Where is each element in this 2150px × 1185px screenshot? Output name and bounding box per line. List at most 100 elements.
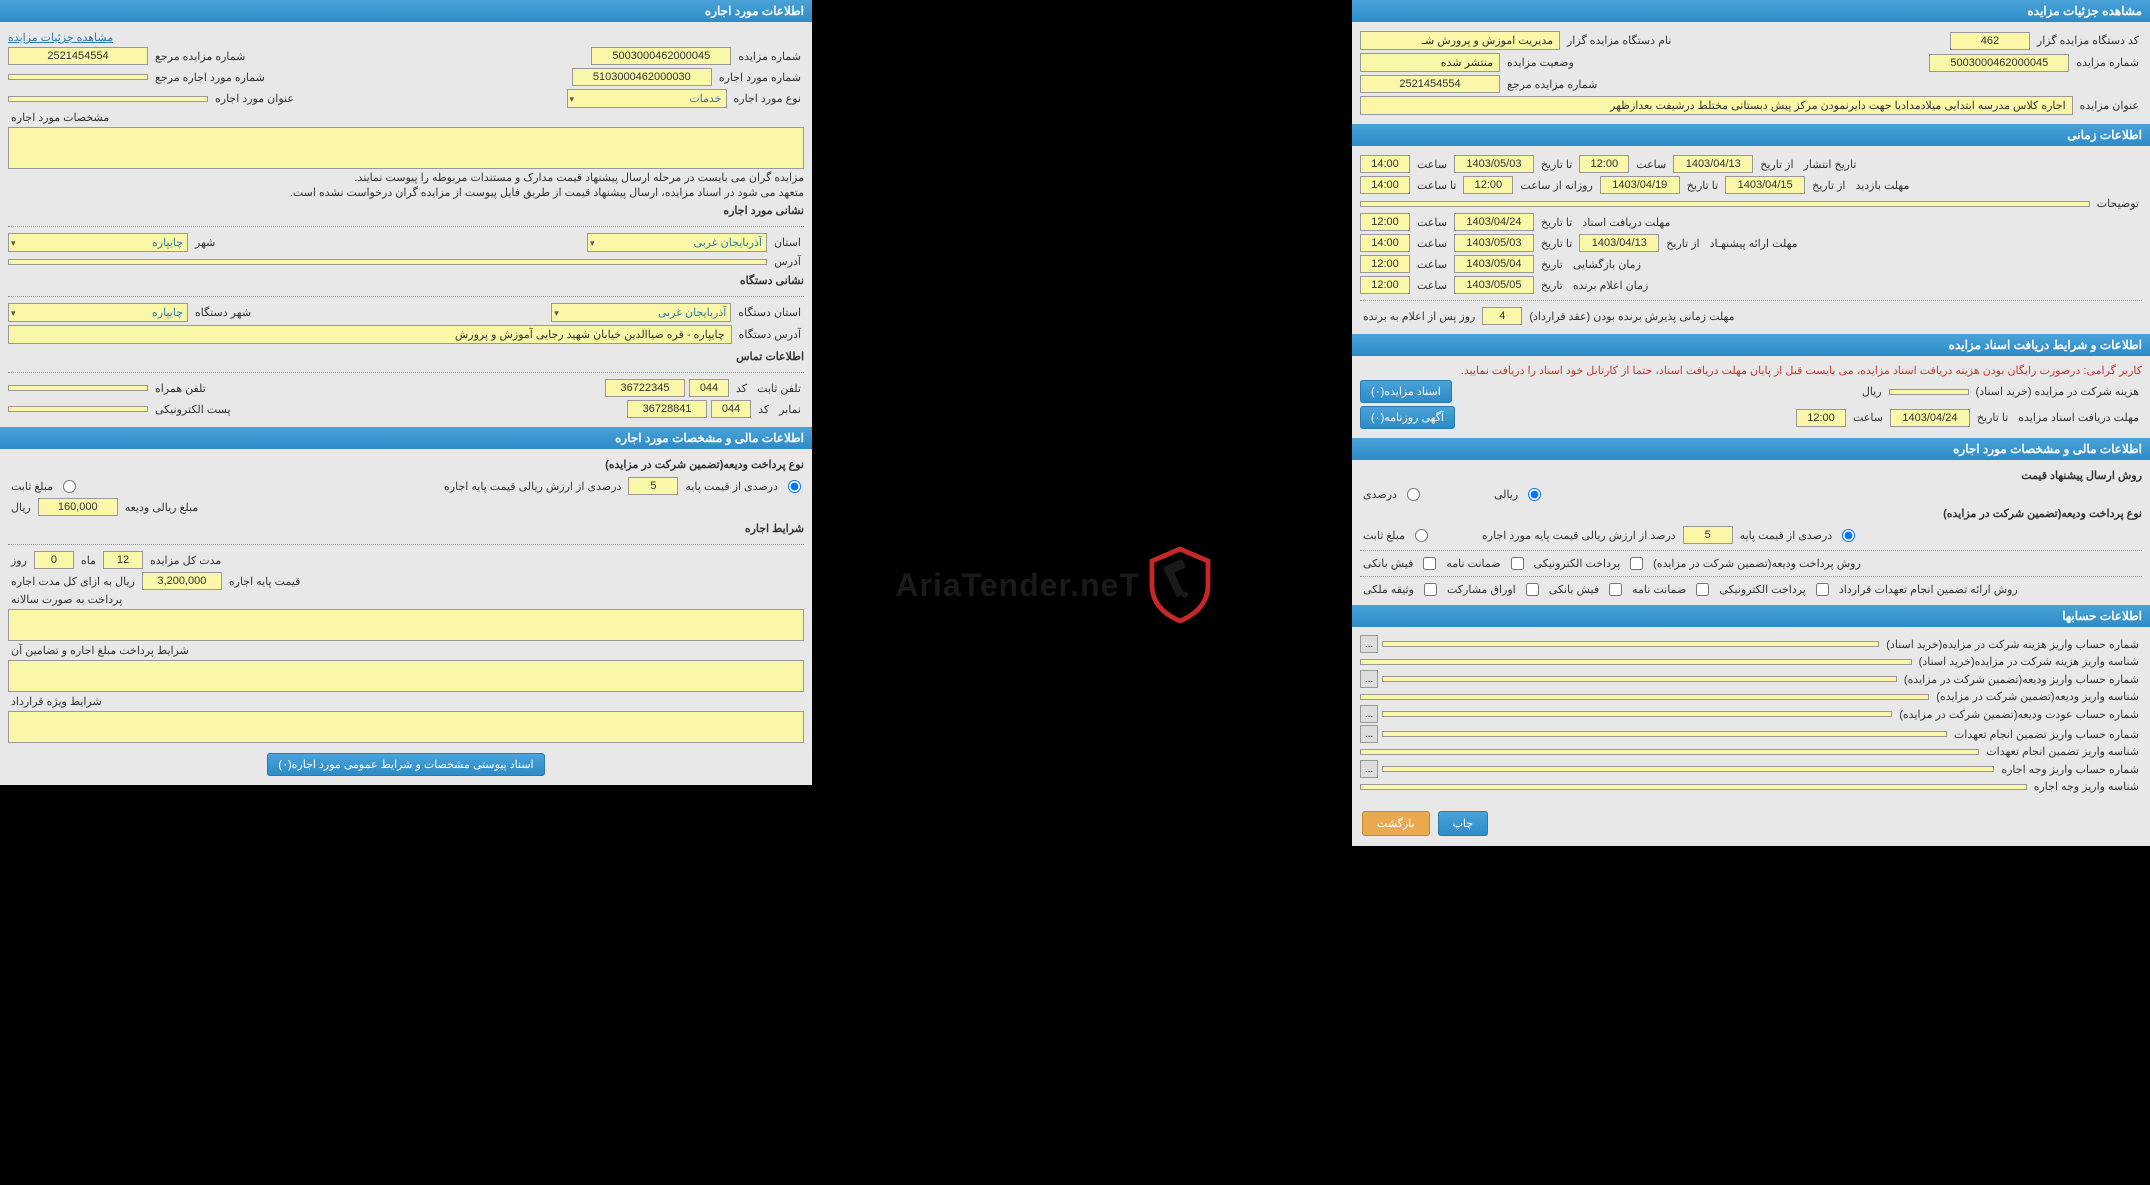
elec-checkbox[interactable] xyxy=(1630,557,1643,570)
r-ref-no-label: شماره مزایده مرجع xyxy=(1504,78,1600,91)
pct-radio[interactable] xyxy=(1407,488,1420,501)
accept-note: روز پس از اعلام به برنده xyxy=(1360,310,1478,323)
fax-value: 36728841 xyxy=(627,400,707,418)
code-label: کد xyxy=(733,382,750,395)
left-panel: اطلاعات مورد اجاره مشاهده جزئیات مزایده … xyxy=(0,0,812,785)
pct-opt-label: درصدی xyxy=(1360,488,1400,501)
divider xyxy=(1360,576,2142,577)
property-label: وثیقه ملکی xyxy=(1360,583,1417,596)
time-label: ساعت xyxy=(1414,216,1450,229)
dev-city-dropdown[interactable]: چایپاره▾ xyxy=(8,303,188,322)
newspaper-ad-button[interactable]: آگهی روزنامه(۰) xyxy=(1360,406,1455,429)
acc8-btn[interactable]: ... xyxy=(1360,760,1378,778)
notes-value xyxy=(1360,201,2090,207)
address-value xyxy=(8,259,767,265)
divider xyxy=(1360,550,2142,551)
annual-textarea[interactable] xyxy=(8,609,804,641)
deposit-method-label: روش پرداخت ودیعه(تضمین شرکت در مزایده) xyxy=(1650,557,1864,570)
acc7-label: شناسه واریز تضمین انجام تعهدات xyxy=(1983,745,2142,758)
lease-type-value: خدمات xyxy=(689,93,721,105)
guarantee-checkbox-2[interactable] xyxy=(1696,583,1709,596)
time-label: ساعت xyxy=(1414,279,1450,292)
annual-label: پرداخت به صورت سالانه xyxy=(8,593,125,606)
ref-no-value: 2521454554 xyxy=(8,47,148,65)
elec-label-2: پرداخت الکترونیکی xyxy=(1716,583,1809,596)
attach-docs-button[interactable]: اسناد پیوستی مشخصات و شرایط عمومی مورد ا… xyxy=(267,753,544,776)
rial-radio[interactable] xyxy=(1528,488,1541,501)
pay-cond-label: شرایط پرداخت مبلغ اجاره و تضامین آن xyxy=(8,644,192,657)
chevron-down-icon: ▾ xyxy=(590,238,595,249)
securities-checkbox[interactable] xyxy=(1526,583,1539,596)
lease-no-label: شماره مورد اجاره xyxy=(716,71,804,84)
right-sec5-header: اطلاعات حسابها xyxy=(1352,605,2150,627)
divider xyxy=(1360,300,2142,301)
pct-radio[interactable] xyxy=(788,480,801,493)
bid-to: 1403/05/03 xyxy=(1454,234,1534,252)
visit-to-t: 14:00 xyxy=(1360,176,1410,194)
time-label: ساعت xyxy=(1414,258,1450,271)
guarantee-checkbox[interactable] xyxy=(1511,557,1524,570)
daily-label: روزانه از ساعت xyxy=(1517,179,1595,192)
from-label: از تاریخ xyxy=(1757,158,1796,171)
acc2-value xyxy=(1360,659,1912,665)
contract-cond-label: شرایط ویژه قرارداد xyxy=(8,695,105,708)
lease-type-dropdown[interactable]: خدمات ▾ xyxy=(567,89,727,108)
acc6-value xyxy=(1382,731,1947,737)
property-checkbox[interactable] xyxy=(1424,583,1437,596)
back-button[interactable]: بازگشت xyxy=(1362,811,1430,836)
lease-ref-label: شماره مورد اجاره مرجع xyxy=(152,71,268,84)
divider xyxy=(8,296,804,297)
deposit-type-label: نوع پرداخت ودیعه(تضمین شرکت در مزایده) xyxy=(8,455,804,474)
dev-province-dropdown[interactable]: آذربایجان غربی▾ xyxy=(551,303,731,322)
contact-subheader: اطلاعات تماس xyxy=(8,347,804,366)
chevron-down-icon: ▾ xyxy=(570,94,575,105)
view-auction-link[interactable]: مشاهده جزئیات مزایده xyxy=(8,31,113,44)
dev-address-label: آدرس دستگاه xyxy=(736,328,804,341)
acc3-value xyxy=(1382,676,1897,682)
dev-province-label: استان دستگاه xyxy=(735,306,804,319)
time-label: ساعت xyxy=(1414,158,1450,171)
pct-value: 5 xyxy=(1683,526,1733,544)
fee-value xyxy=(1889,389,1969,395)
acc6-btn[interactable]: ... xyxy=(1360,725,1378,743)
lease-ref-value xyxy=(8,74,148,80)
elec-label: پرداخت الکترونیکی xyxy=(1531,557,1624,570)
dev-code-value: 462 xyxy=(1950,32,2030,50)
left-sec1-body: مشاهده جزئیات مزایده شماره مزایده 500300… xyxy=(0,22,812,427)
print-button[interactable]: چاپ xyxy=(1438,811,1489,836)
right-sec5-body: شماره حساب واریز هزینه شرکت در مزایده(خر… xyxy=(1352,627,2150,801)
acc5-btn[interactable]: ... xyxy=(1360,705,1378,723)
bank-checkbox-2[interactable] xyxy=(1609,583,1622,596)
announce-label: زمان اعلام برنده xyxy=(1570,279,1651,292)
footer-buttons: چاپ بازگشت xyxy=(1352,801,2150,846)
fax-code-value: 044 xyxy=(711,400,751,418)
pct-label: درصدی از قیمت پایه xyxy=(682,480,781,493)
city-dropdown[interactable]: چایپاره▾ xyxy=(8,233,188,252)
month-label: ماه xyxy=(78,554,99,567)
fixed-radio[interactable] xyxy=(1415,529,1428,542)
elec-checkbox-2[interactable] xyxy=(1816,583,1829,596)
acc3-btn[interactable]: ... xyxy=(1360,670,1378,688)
day-label: روز xyxy=(8,554,30,567)
acc1-btn[interactable]: ... xyxy=(1360,635,1378,653)
to-label: تا تاریخ xyxy=(1684,179,1721,192)
dev-address-value: چایپاره - قره ضیاالدین خیابان شهید رجایی… xyxy=(8,325,732,344)
time-label: ساعت xyxy=(1850,411,1886,424)
province-dropdown[interactable]: آذربایجان غربی▾ xyxy=(587,233,767,252)
acc4-label: شناسه واریز ودیعه(تضمین شرکت در مزایده) xyxy=(1933,690,2142,703)
right-sec1-body: کد دستگاه مزایده گزار 462 نام دستگاه مزا… xyxy=(1352,22,2150,124)
fixed-radio[interactable] xyxy=(63,480,76,493)
lease-spec-textarea[interactable] xyxy=(8,127,804,169)
note2: متعهد می شود در اسناد مزایده، ارسال پیشن… xyxy=(8,186,804,199)
bank-checkbox[interactable] xyxy=(1423,557,1436,570)
auction-title-label: عنوان مزایده xyxy=(2077,99,2142,112)
pct-base-radio[interactable] xyxy=(1842,529,1855,542)
guarantee-label: ضمانت نامه xyxy=(1443,557,1503,570)
acc8-value xyxy=(1382,766,1994,772)
province-label: استان xyxy=(771,236,804,249)
pay-cond-textarea[interactable] xyxy=(8,660,804,692)
auction-docs-button[interactable]: اسناد مزایده(۰) xyxy=(1360,380,1452,403)
lease-title-value xyxy=(8,96,208,102)
contract-cond-textarea[interactable] xyxy=(8,711,804,743)
acc4-value xyxy=(1360,694,1929,700)
